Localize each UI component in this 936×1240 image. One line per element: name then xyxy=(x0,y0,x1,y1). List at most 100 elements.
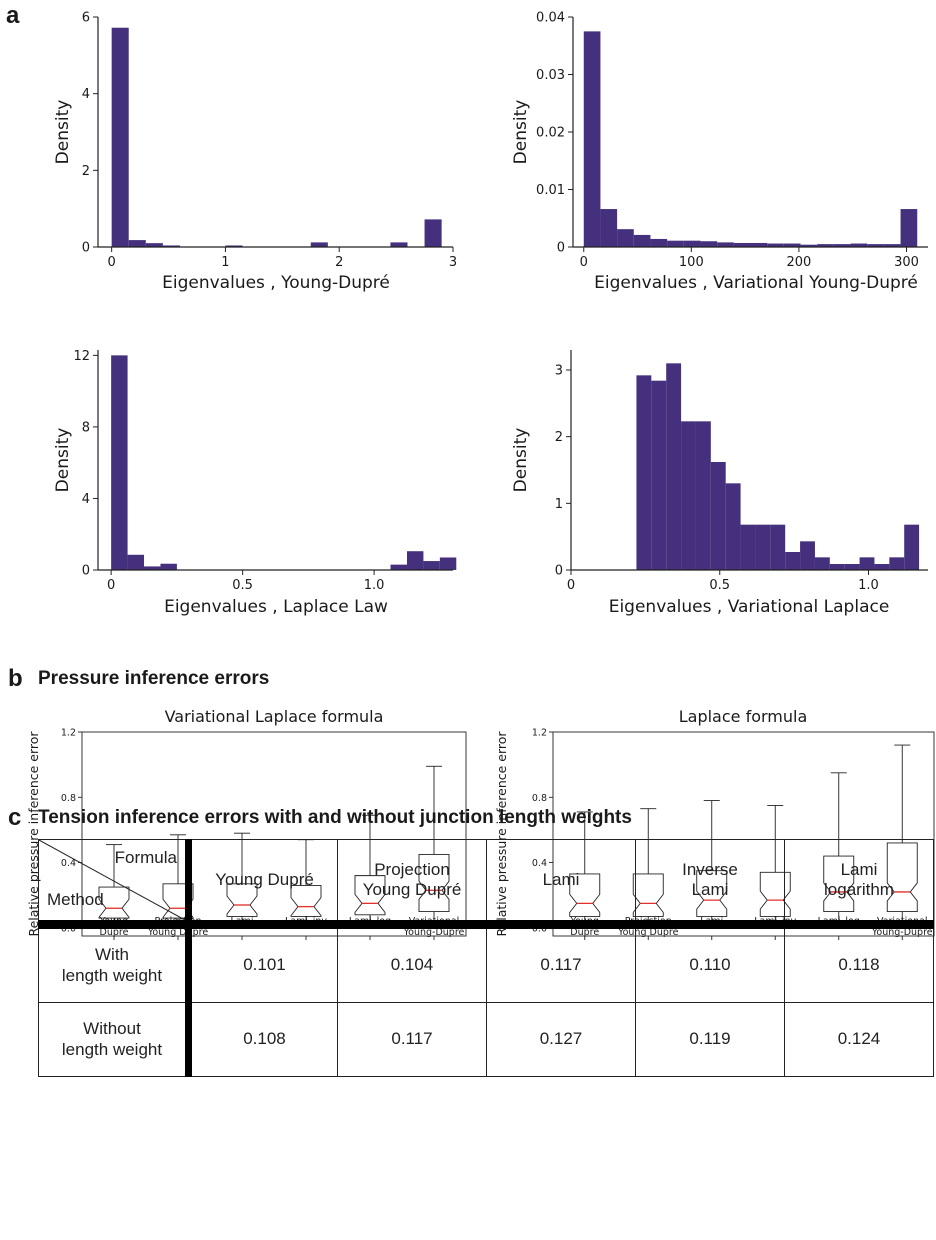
histogram-bar xyxy=(423,561,440,570)
histogram-bar xyxy=(600,209,618,247)
y-axis-label: Density xyxy=(53,100,73,165)
histogram-bar xyxy=(225,245,243,247)
histogram-bar xyxy=(439,557,457,570)
x-tick-label: 0.5 xyxy=(232,578,253,593)
histogram-bar xyxy=(733,242,751,247)
histogram-bar xyxy=(111,27,129,247)
table-column-header: Young Dupré xyxy=(188,839,338,925)
histogram-bar xyxy=(390,564,407,570)
histogram-bar xyxy=(424,219,442,247)
table-cell: 0.108 xyxy=(188,1002,338,1077)
table-column-header: Inverse Lami xyxy=(635,839,785,925)
histogram-bar xyxy=(817,244,834,247)
table-row: With length weight 0.101 0.104 0.117 0.1… xyxy=(38,924,934,1003)
histogram-bar xyxy=(683,240,701,247)
y-tick-label: 3 xyxy=(555,364,563,379)
histogram-bar xyxy=(740,524,756,570)
histogram-bar xyxy=(717,242,734,247)
histogram-bar xyxy=(636,375,652,570)
histogram-bar xyxy=(583,31,601,247)
histogram-bar xyxy=(710,462,726,570)
x-axis-label: Eigenvalues , Laplace Law xyxy=(164,597,388,617)
table-column-header: Lami logarithm xyxy=(784,839,934,925)
x-tick-label: 100 xyxy=(679,255,704,270)
x-tick-label: 1 xyxy=(221,255,229,270)
histogram-bar xyxy=(755,524,771,570)
panel-b-letter: b xyxy=(8,665,23,692)
table-cell: 0.117 xyxy=(486,924,636,1003)
histogram-bar xyxy=(310,242,328,247)
histogram-bar xyxy=(651,380,667,570)
histogram-bar xyxy=(666,363,682,570)
x-axis-label: Eigenvalues , Young-Dupré xyxy=(162,273,390,293)
x-tick-label: 0.5 xyxy=(709,578,730,593)
table-cell: 0.127 xyxy=(486,1002,636,1077)
histogram-bar xyxy=(904,524,920,570)
histogram-bar xyxy=(617,229,634,247)
table-column-header: Lami xyxy=(486,839,636,925)
histogram-bar xyxy=(889,557,905,570)
y-tick-label: 12 xyxy=(73,349,90,364)
y-tick-label: 0 xyxy=(82,241,90,256)
y-tick-label: 2 xyxy=(82,164,90,179)
panel-c-letter: c xyxy=(8,804,22,831)
x-tick-label: 0 xyxy=(107,578,115,593)
table-corner-method: Method xyxy=(47,889,104,909)
table-cell: 0.104 xyxy=(337,924,487,1003)
histogram-bar xyxy=(770,524,786,570)
y-tick-label: 4 xyxy=(82,87,90,102)
y-tick-label: 8 xyxy=(82,420,90,435)
histogram-bar xyxy=(128,240,146,247)
histogram-bar xyxy=(800,541,815,570)
y-tick-label: 2 xyxy=(555,430,563,445)
y-tick-label: 0.03 xyxy=(536,68,565,83)
histogram-bar xyxy=(829,564,845,570)
table-cell: 0.124 xyxy=(784,1002,934,1077)
y-tick-label: 0 xyxy=(555,564,563,579)
y-tick-label: 0.8 xyxy=(61,793,76,804)
histogram-bar xyxy=(750,242,768,247)
histogram-laplace-law: 0 4 8 12 0 0.5 1.0 Density Eigenvalues , Laplace… xyxy=(53,349,457,617)
table-row-header: With length weight xyxy=(38,924,192,1003)
histogram-bar xyxy=(390,242,408,247)
table-header-row: Formula Method Young Dupré Projection Yo… xyxy=(38,839,934,925)
chart-title: Variational Laplace formula xyxy=(165,707,384,726)
x-tick-label: 0 xyxy=(567,578,575,593)
y-tick-label: 4 xyxy=(82,492,90,507)
histogram-bar xyxy=(833,244,851,247)
histogram-bar xyxy=(900,209,918,247)
histogram-bar xyxy=(667,240,684,247)
histogram-bar xyxy=(633,234,651,247)
histogram-variational-laplace: 0 1 2 3 0 0.5 1.0 Density Eigenvalues , Variatio… xyxy=(511,350,928,617)
diagonal-divider xyxy=(39,840,185,920)
tension-errors-table: Formula Method Young Dupré Projection Yo… xyxy=(38,839,934,1077)
histogram-bar xyxy=(725,483,741,570)
histogram-bar xyxy=(406,551,424,570)
panel-b-title: Pressure inference errors xyxy=(38,668,270,689)
histogram-bar xyxy=(883,244,901,247)
histogram-bar xyxy=(783,243,801,247)
y-tick-label: 0 xyxy=(82,564,90,579)
histogram-bar xyxy=(650,238,668,247)
x-tick-label: 300 xyxy=(894,255,919,270)
histogram-bar xyxy=(700,241,718,247)
histogram-bar xyxy=(767,243,784,247)
table-corner-cell: Formula Method xyxy=(38,839,192,925)
histogram-bar xyxy=(874,564,890,570)
table-cell: 0.118 xyxy=(784,924,934,1003)
y-tick-label: 0.8 xyxy=(532,793,547,804)
x-tick-label: 1.0 xyxy=(858,578,879,593)
table-row: Without length weight 0.108 0.117 0.127 … xyxy=(38,1002,934,1077)
y-tick-label: 1.2 xyxy=(532,728,547,739)
histogram-bar xyxy=(127,554,145,570)
histogram-bar xyxy=(785,552,801,570)
histogram-bar xyxy=(144,566,161,570)
table-cell: 0.119 xyxy=(635,1002,785,1077)
y-axis-label: Density xyxy=(511,100,531,165)
histogram-bar xyxy=(160,563,177,570)
y-tick-label: 6 xyxy=(82,11,90,26)
x-tick-label: 0 xyxy=(108,255,116,270)
histogram-bar xyxy=(800,244,818,247)
chart-title: Laplace formula xyxy=(679,707,808,726)
table-cell: 0.101 xyxy=(188,924,338,1003)
